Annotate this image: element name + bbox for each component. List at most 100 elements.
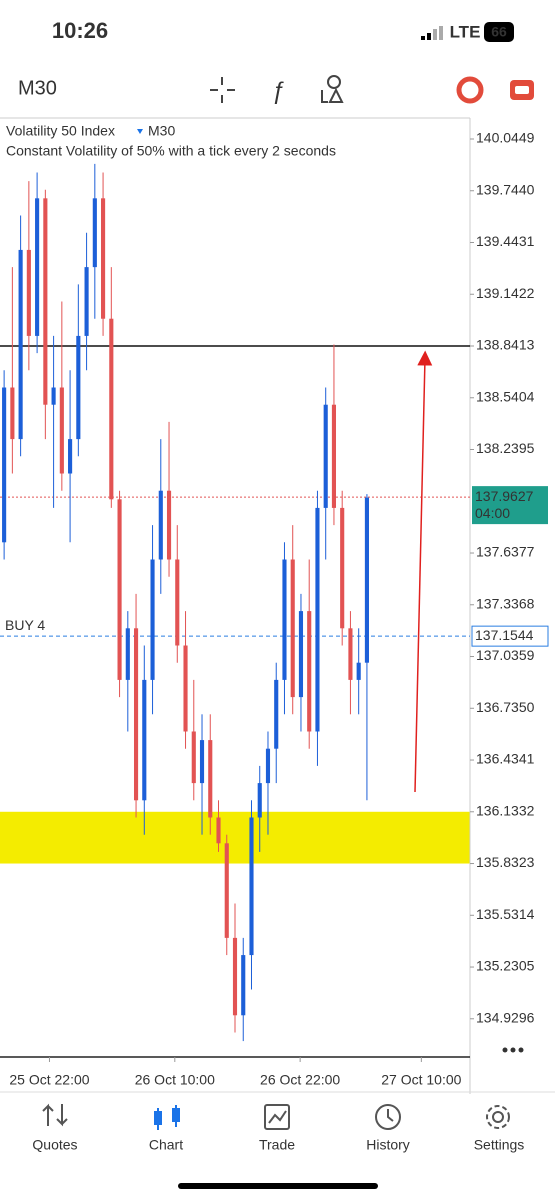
candle-body	[208, 740, 213, 818]
candle-body	[150, 559, 155, 680]
chart-subtitle: Constant Volatility of 50% with a tick e…	[6, 143, 336, 159]
candle-body	[35, 198, 40, 336]
candle-body	[257, 783, 262, 818]
signal-icon	[421, 26, 443, 40]
order-price-box	[471, 625, 549, 647]
candle-body	[290, 559, 295, 698]
candle-body	[84, 267, 89, 336]
candle-body	[331, 404, 337, 508]
candle-body	[356, 662, 361, 680]
x-tick-label: 25 Oct 22:00	[9, 1072, 89, 1088]
x-tick-label: 26 Oct 22:00	[260, 1072, 340, 1088]
y-tick-label: 134.9296	[476, 1009, 535, 1025]
nav-tab[interactable]: History	[366, 1137, 410, 1153]
candle-body	[307, 611, 312, 732]
nav-icons	[42, 1103, 510, 1130]
candle-body	[298, 611, 304, 698]
objects-button[interactable]	[321, 75, 344, 103]
candle-body	[142, 679, 147, 801]
candle-body	[249, 817, 254, 956]
plot: 140.0449 139.7440 139.4431 139.1422 138.8413…	[0, 118, 549, 1094]
candle-body	[109, 318, 114, 500]
candle-body	[59, 387, 64, 474]
candle-body	[323, 404, 328, 508]
candle-body	[224, 843, 229, 938]
candle-body	[274, 679, 279, 749]
more-button[interactable]	[502, 1047, 524, 1053]
y-tick-label: 135.2305	[476, 958, 535, 974]
candle-body	[175, 559, 180, 646]
crosshair-button[interactable]	[210, 77, 235, 103]
candle-body	[191, 731, 196, 784]
y-tick-label: 135.8323	[476, 854, 535, 870]
trade-button[interactable]	[456, 76, 484, 104]
candle-body	[2, 387, 7, 543]
x-tick-label: 27 Oct 10:00	[381, 1072, 461, 1088]
nav-tab[interactable]: Settings	[474, 1137, 525, 1153]
y-tick-label: 136.7350	[476, 699, 535, 715]
candle-body	[26, 249, 31, 336]
timeframe[interactable]: M30	[18, 77, 57, 99]
network: LTE	[450, 22, 481, 41]
x-tick-label: 26 Oct 10:00	[135, 1072, 215, 1088]
order-price: 137.1544	[475, 627, 534, 643]
y-tick-label: 137.3368	[476, 595, 535, 611]
nav-tab[interactable]: Quotes	[32, 1137, 77, 1153]
y-tick-label: 139.4431	[476, 233, 535, 249]
chart-title[interactable]: Volatility 50 Index	[6, 123, 115, 139]
candle-body	[101, 198, 106, 319]
candle-body	[133, 628, 139, 801]
candle-body	[125, 628, 130, 680]
candle-body	[241, 955, 246, 1016]
y-tick-label: 138.2395	[476, 440, 535, 456]
chart-timeframe: M30	[148, 123, 175, 139]
account-icon	[515, 86, 529, 94]
candle-body	[232, 937, 238, 1016]
y-tick-label: 135.5314	[476, 906, 535, 922]
candle-body	[51, 387, 56, 405]
y-tick-label: 138.5404	[476, 388, 535, 404]
annotation-arrow	[414, 350, 433, 793]
candle-body	[158, 490, 163, 560]
nav: Quotes Chart Trade History Settings	[32, 1137, 524, 1153]
clock: 10:26	[52, 18, 108, 43]
candle-body	[315, 507, 320, 732]
home-indicator	[178, 1183, 378, 1189]
y-tick-label: 137.0359	[476, 647, 535, 663]
candle-body	[43, 198, 48, 405]
candle-body	[348, 628, 353, 680]
y-tick-label: 136.1332	[476, 802, 535, 818]
y-tick-label: 139.7440	[476, 181, 535, 197]
candle-body	[199, 740, 205, 784]
y-tick-label: 137.6377	[476, 544, 535, 560]
y-tick-label: 139.1422	[476, 285, 535, 301]
candle-body	[216, 817, 221, 844]
battery	[484, 22, 514, 42]
nav-tab[interactable]: Trade	[259, 1137, 295, 1153]
candle-body	[68, 439, 73, 474]
y-tick-label: 138.8413	[476, 337, 535, 353]
current-price-box	[472, 486, 548, 525]
current-price: 137.9627	[475, 488, 534, 504]
nav-tab[interactable]: Chart	[149, 1137, 183, 1153]
candle-body	[265, 748, 271, 784]
indicators-button[interactable]: ƒ	[271, 77, 284, 104]
support-zone	[0, 811, 470, 864]
candle-body	[166, 490, 172, 560]
candle-body	[117, 499, 122, 680]
candle-body	[92, 198, 97, 268]
candle-body	[340, 507, 345, 629]
symbol-dropdown[interactable]	[137, 129, 143, 134]
candle-body	[364, 497, 369, 663]
countdown: 04:00	[475, 505, 510, 521]
order-label: BUY 4	[5, 617, 45, 633]
battery-level: 66	[491, 24, 507, 40]
candle-body	[183, 645, 188, 732]
candle-body	[18, 249, 23, 440]
y-tick-label: 140.0449	[476, 130, 535, 146]
y-tick-label: 136.4341	[476, 751, 535, 767]
candle-body	[282, 559, 287, 680]
candle-body	[76, 335, 81, 440]
